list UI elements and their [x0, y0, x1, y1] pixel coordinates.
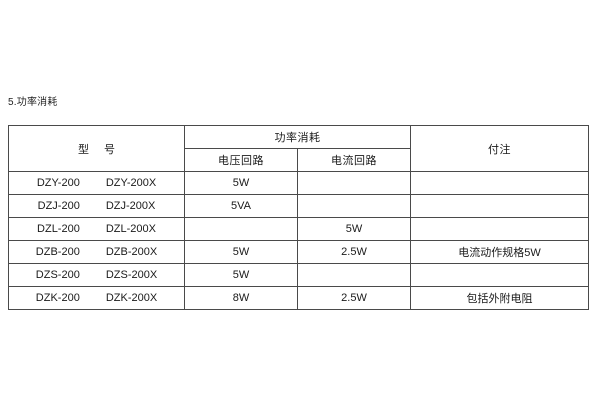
- table-header-row-secondary: 电压回路 电流回路: [9, 148, 589, 172]
- model-name-variant: DZL-200X: [105, 223, 156, 235]
- header-power-consumption: 功率消耗: [184, 125, 411, 149]
- table-row: DZJ-200 DZJ-200X 5VA: [8, 194, 589, 218]
- model-name-variant: DZY-200X: [105, 177, 157, 189]
- table-row: DZS-200 DZS-200X 5W: [8, 263, 589, 287]
- cell-note: [410, 194, 589, 218]
- cell-note: [410, 171, 589, 195]
- table-body: DZY-200 DZY-200X 5W DZJ-200 DZJ-200X 5VA DZL-2…: [8, 171, 589, 310]
- model-name-primary: DZK-200: [35, 292, 80, 304]
- model-name-variant: DZB-200X: [105, 246, 158, 258]
- header-current-circuit-label: 电流回路: [331, 155, 377, 167]
- model-name-variant: DZK-200X: [105, 292, 158, 304]
- cell-note: 电流动作规格5W: [410, 240, 589, 264]
- cell-voltage-circuit-value: 8W: [232, 292, 250, 304]
- cell-voltage-circuit: 5VA: [184, 194, 298, 218]
- cell-note: [410, 217, 589, 241]
- cell-current-circuit-value: 2.5W: [341, 246, 367, 258]
- cell-current-circuit: [297, 263, 411, 287]
- model-name-primary: DZB-200: [35, 246, 80, 258]
- cell-voltage-circuit-value: 5W: [232, 246, 250, 258]
- header-model-label: 型 号: [77, 143, 122, 156]
- cell-current-circuit: [297, 194, 411, 218]
- header-voltage-circuit: 电压回路: [184, 148, 298, 172]
- header-model: 型 号: [8, 125, 185, 172]
- cell-current-circuit: 2.5W: [297, 286, 411, 310]
- cell-voltage-circuit-value: 5W: [232, 177, 250, 189]
- cell-current-circuit: [297, 171, 411, 195]
- cell-voltage-circuit-value: 5VA: [231, 200, 251, 212]
- cell-model: DZL-200 DZL-200X: [8, 217, 185, 241]
- table-header: 型 号 功率消耗 付注 电压回路 电流回路: [8, 125, 589, 172]
- cell-voltage-circuit: [184, 217, 298, 241]
- header-voltage-circuit-label: 电压回路: [218, 155, 264, 167]
- cell-voltage-circuit-value: 5W: [232, 269, 250, 281]
- cell-voltage-circuit: 8W: [184, 286, 298, 310]
- model-name-primary: DZL-200: [37, 223, 80, 235]
- cell-model: DZJ-200 DZJ-200X: [8, 194, 185, 218]
- model-name-primary: DZJ-200: [37, 200, 80, 212]
- table-row: DZB-200 DZB-200X 5W 2.5W 电流动作规格5W: [8, 240, 589, 264]
- cell-voltage-circuit: 5W: [184, 171, 298, 195]
- model-name-variant: DZJ-200X: [105, 200, 156, 212]
- model-name-primary: DZY-200: [36, 177, 80, 189]
- cell-current-circuit-value: 2.5W: [341, 292, 367, 304]
- cell-voltage-circuit: 5W: [184, 240, 298, 264]
- cell-voltage-circuit: 5W: [184, 263, 298, 287]
- cell-note: 包括外附电阻: [410, 286, 589, 310]
- cell-note: [410, 263, 589, 287]
- cell-current-circuit: 5W: [297, 217, 411, 241]
- section-title: 5.功率消耗: [8, 97, 58, 108]
- cell-model: DZS-200 DZS-200X: [8, 263, 185, 287]
- cell-current-circuit: 2.5W: [297, 240, 411, 264]
- table-header-row-primary: 型 号 功率消耗 付注: [8, 125, 589, 172]
- header-current-circuit: 电流回路: [297, 148, 411, 172]
- cell-note-value: 包括外附电阻: [466, 293, 533, 305]
- header-note-label: 付注: [488, 143, 511, 156]
- power-consumption-table: 型 号 功率消耗 付注 电压回路 电流回路 DZY-200 DZY-200X 5W D…: [8, 125, 589, 310]
- model-name-variant: DZS-200X: [105, 269, 158, 281]
- header-power-consumption-label: 功率消耗: [274, 132, 321, 144]
- table-row: DZK-200 DZK-200X 8W 2.5W 包括外附电阻: [8, 286, 589, 310]
- cell-model: DZB-200 DZB-200X: [8, 240, 185, 264]
- table-row: DZL-200 DZL-200X 5W: [8, 217, 589, 241]
- cell-model: DZK-200 DZK-200X: [8, 286, 185, 310]
- table-row: DZY-200 DZY-200X 5W: [8, 171, 589, 195]
- cell-note-value: 电流动作规格5W: [458, 247, 541, 259]
- cell-model: DZY-200 DZY-200X: [8, 171, 185, 195]
- model-name-primary: DZS-200: [35, 269, 80, 281]
- header-note: 付注: [410, 125, 589, 172]
- cell-current-circuit-value: 5W: [345, 223, 363, 235]
